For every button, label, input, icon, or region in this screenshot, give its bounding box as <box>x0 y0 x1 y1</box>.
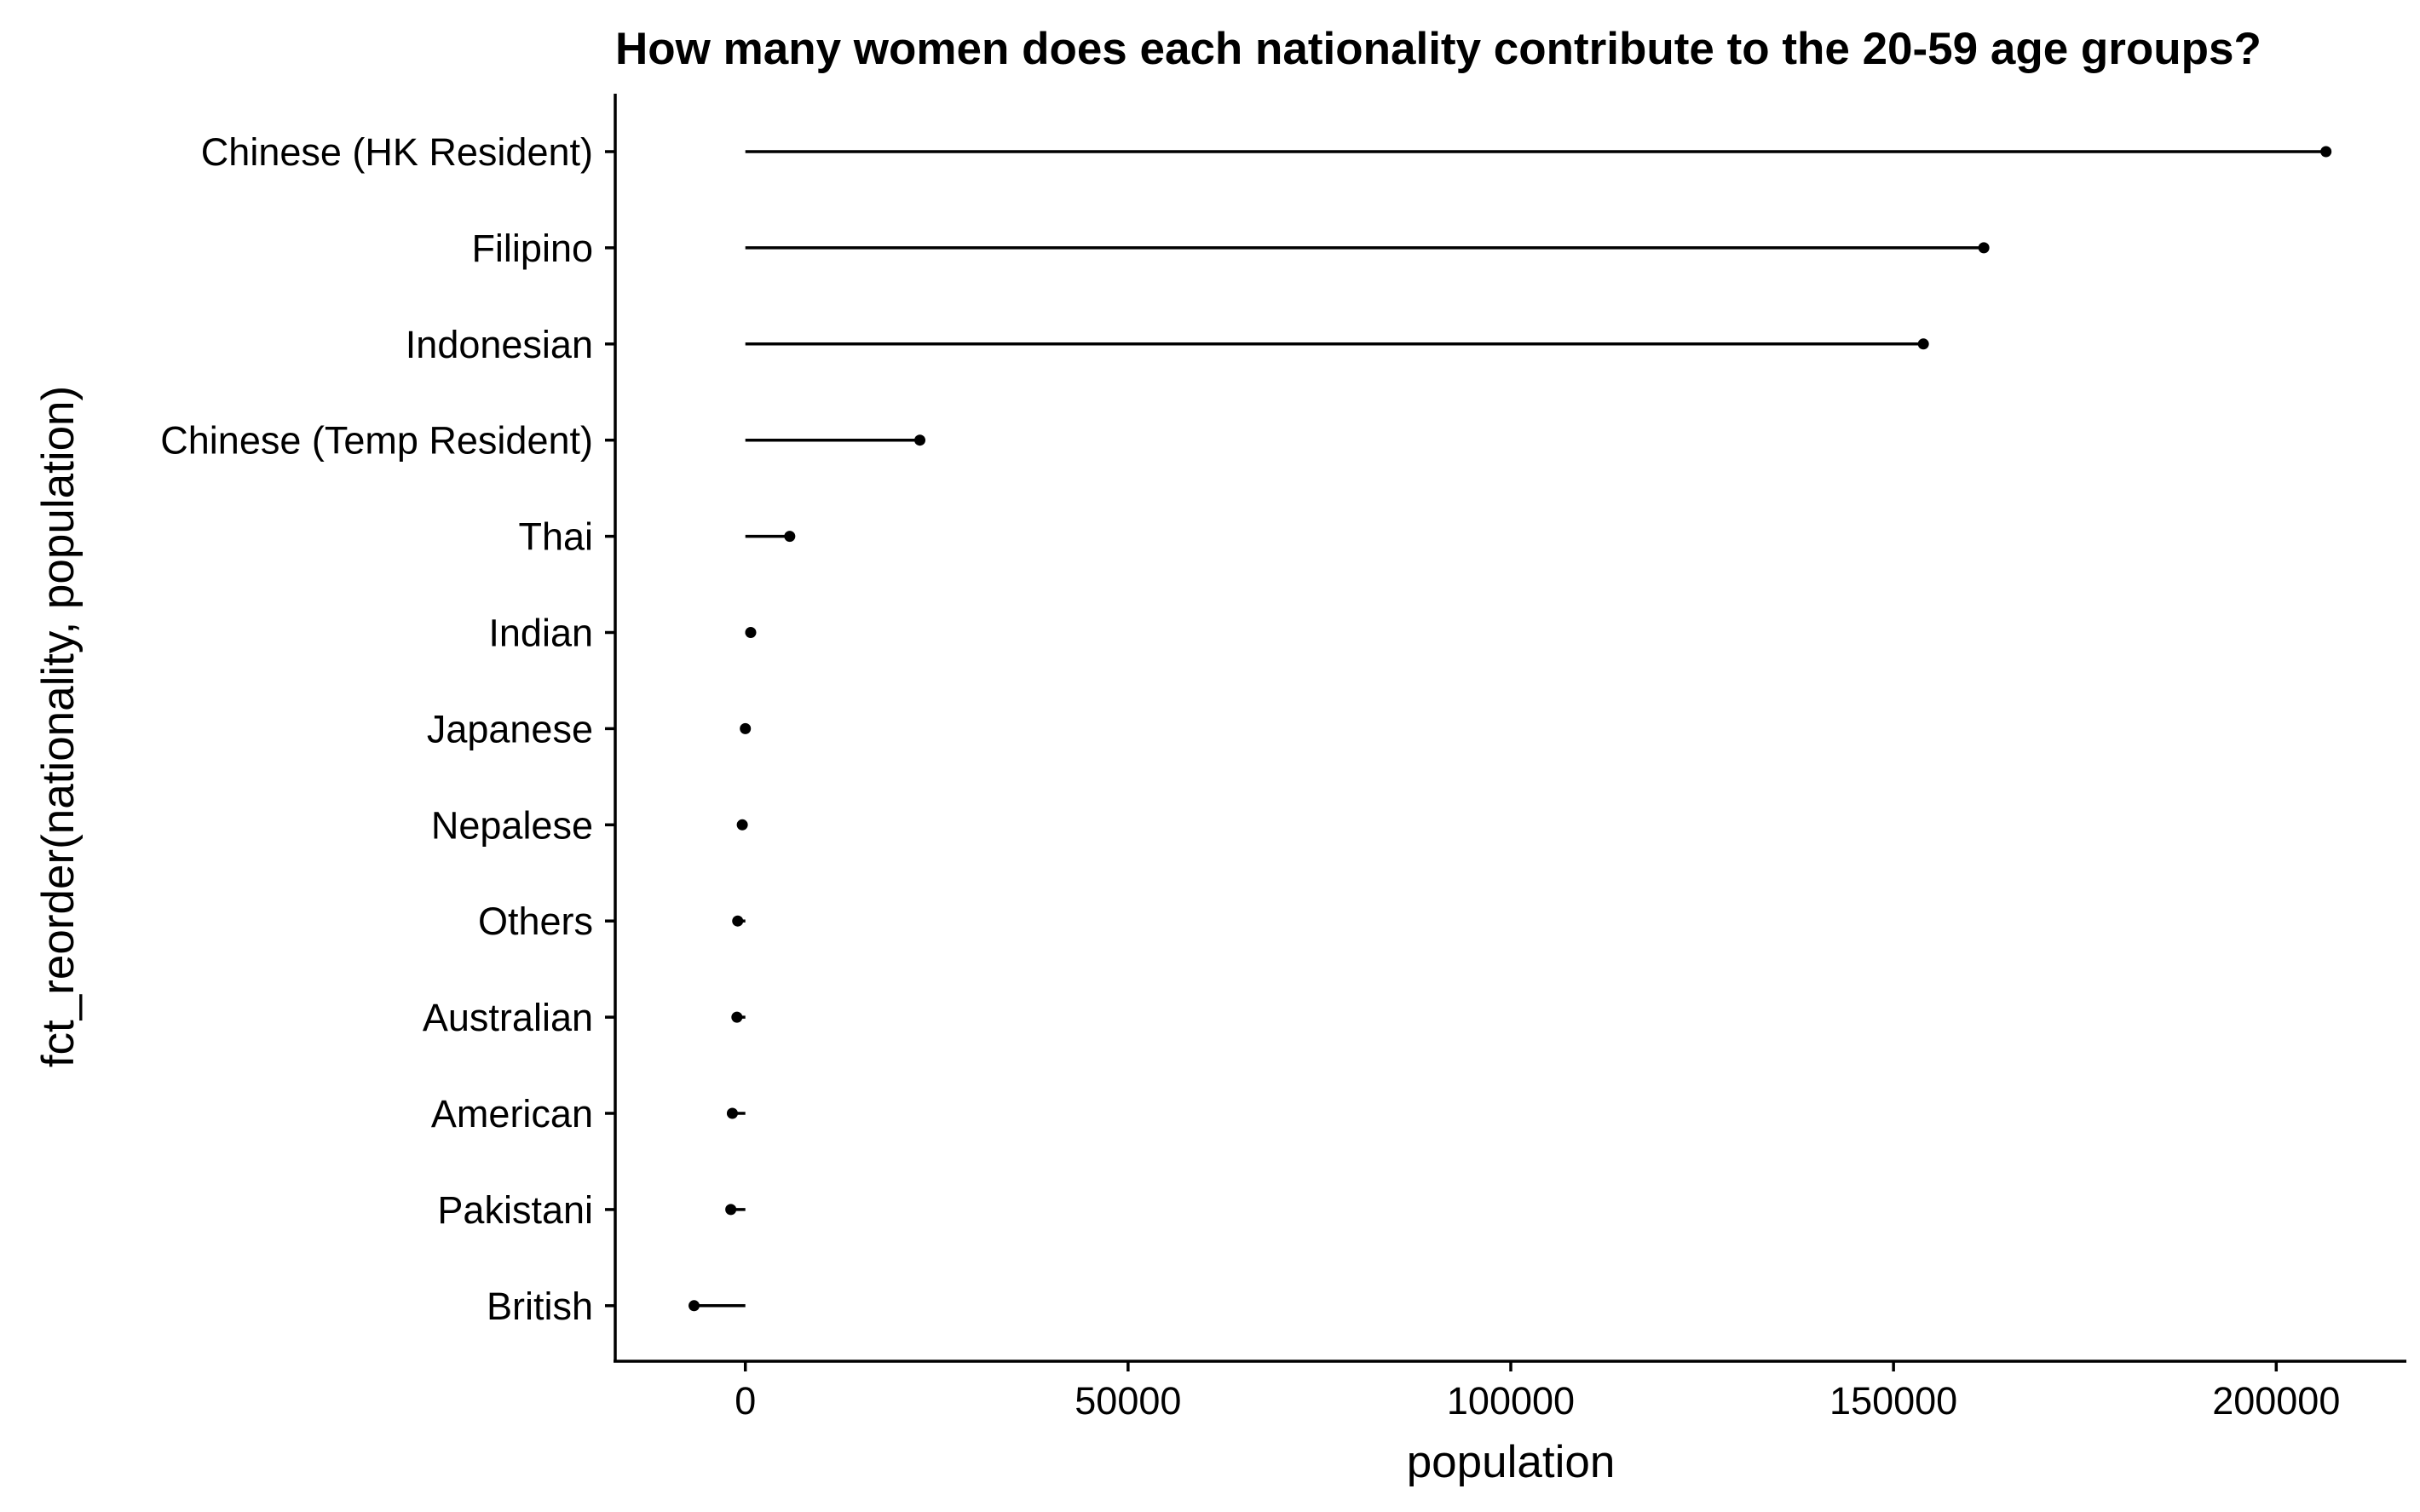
y-axis-tick-labels: Chinese (HK Resident) Filipino Indonesian C… <box>160 130 593 1328</box>
y-tick-label: Indian <box>488 612 593 655</box>
y-tick-label: American <box>431 1092 593 1135</box>
lollipop-point <box>2320 146 2332 158</box>
y-tick-label: Nepalese <box>431 803 593 847</box>
y-tick-label: Australian <box>423 996 593 1039</box>
x-axis-tick-labels: 0 50000 100000 150000 200000 <box>735 1379 2340 1423</box>
lollipop-point <box>784 531 796 543</box>
lollipop-point <box>689 1300 700 1312</box>
x-tick-label: 100000 <box>1447 1379 1575 1423</box>
y-axis-title: fct_reorder(nationality, population) <box>33 386 84 1067</box>
lollipop-point <box>914 434 926 446</box>
y-tick-label: Japanese <box>427 707 593 750</box>
lollipop-point <box>1978 242 1990 254</box>
y-tick-label: Thai <box>518 515 593 559</box>
lollipop-point <box>726 1107 738 1119</box>
x-tick-label: 0 <box>735 1379 756 1423</box>
x-axis-title: population <box>1407 1437 1616 1487</box>
x-tick-label: 200000 <box>2212 1379 2340 1423</box>
y-axis-ticks <box>605 150 615 1308</box>
x-tick-label: 150000 <box>1829 1379 1957 1423</box>
chart-title: How many women does each nationality con… <box>615 24 2262 74</box>
lollipop-point <box>740 722 752 734</box>
y-tick-label: Chinese (HK Resident) <box>201 130 593 174</box>
lollipop-point <box>725 1204 737 1216</box>
lollipop-series <box>689 146 2332 1312</box>
y-tick-label: Others <box>478 900 593 943</box>
y-tick-label: Chinese (Temp Resident) <box>160 419 593 463</box>
y-tick-label: Filipino <box>471 227 593 270</box>
x-tick-label: 50000 <box>1075 1379 1181 1423</box>
lollipop-point <box>736 819 748 831</box>
lollipop-point <box>1917 338 1929 350</box>
lollipop-point <box>745 627 757 638</box>
y-tick-label: Indonesian <box>406 323 593 366</box>
y-tick-label: British <box>487 1285 593 1328</box>
y-tick-label: Pakistani <box>437 1188 593 1232</box>
lollipop-point <box>731 1011 743 1023</box>
lollipop-point <box>732 915 744 927</box>
x-axis-ticks <box>743 1361 2279 1371</box>
